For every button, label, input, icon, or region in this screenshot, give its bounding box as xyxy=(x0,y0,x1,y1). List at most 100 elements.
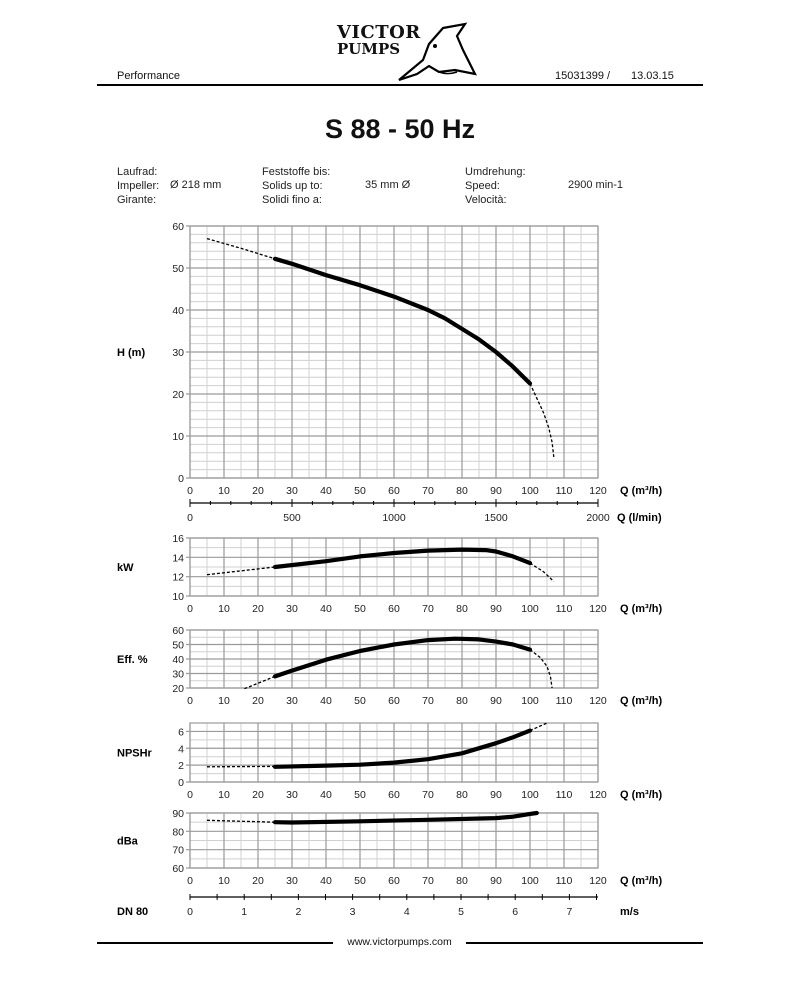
curve-operating xyxy=(272,636,533,679)
doc-date: 13.03.15 xyxy=(631,70,674,82)
velocity-tick-label: 5 xyxy=(458,906,464,918)
y-tick-label: 14 xyxy=(172,552,184,564)
x-tick-label: 20 xyxy=(252,603,264,615)
plot-frame xyxy=(189,537,599,597)
secondary-x-tick-label: 2000 xyxy=(586,512,610,524)
curve-extrapolated xyxy=(206,819,276,823)
x-tick-label: 0 xyxy=(187,603,193,615)
x-tick-label: 60 xyxy=(388,875,400,887)
x-tick-label: 20 xyxy=(252,789,264,801)
x-tick-label: 10 xyxy=(218,485,230,497)
y-axis-label: Eff. % xyxy=(117,654,148,666)
secondary-x-tick-label: 1500 xyxy=(484,512,508,524)
x-tick-label: 120 xyxy=(589,695,607,707)
velocity-tick-label: 4 xyxy=(404,906,410,918)
y-tick-label: 70 xyxy=(172,845,184,857)
curve-operating xyxy=(272,728,533,769)
x-tick-label: 100 xyxy=(521,485,539,497)
x-tick-label: 0 xyxy=(187,789,193,801)
secondary-x-tick-label: 0 xyxy=(187,512,193,524)
secondary-x-tick-label: 500 xyxy=(283,512,301,524)
logo-text-1: VICTOR xyxy=(337,22,421,43)
x-tick-label: 70 xyxy=(422,875,434,887)
y-tick-label: 30 xyxy=(172,347,184,359)
x-tick-label: 100 xyxy=(521,695,539,707)
curve-operating xyxy=(272,547,533,570)
x-tick-label: 90 xyxy=(490,603,502,615)
y-tick-label: 12 xyxy=(172,572,184,584)
y-axis-label: dBa xyxy=(117,836,139,848)
spec-label: Impeller: xyxy=(117,180,160,192)
victor-pumps-logo: VICTOR PUMPS xyxy=(325,22,485,84)
y-tick-label: 2 xyxy=(178,760,184,772)
y-axis-label: H (m) xyxy=(117,347,145,359)
y-tick-label: 20 xyxy=(172,389,184,401)
x-tick-label: 80 xyxy=(456,603,468,615)
solids-value: 35 mm Ø xyxy=(365,179,411,191)
x-tick-label: 120 xyxy=(589,789,607,801)
spec-label: Feststoffe bis: xyxy=(262,166,331,178)
y-tick-label: 50 xyxy=(172,263,184,275)
y-axis-label: NPSHr xyxy=(117,748,153,760)
y-tick-label: 6 xyxy=(178,726,184,738)
secondary-x-axis-label: Q (l/min) xyxy=(617,512,662,524)
x-tick-label: 30 xyxy=(286,485,298,497)
y-tick-label: 4 xyxy=(178,743,184,755)
velocity-tick-label: 6 xyxy=(512,906,518,918)
x-tick-label: 10 xyxy=(218,875,230,887)
curve-extrapolated xyxy=(206,566,276,576)
x-tick-label: 110 xyxy=(556,485,573,497)
y-tick-label: 60 xyxy=(172,863,184,875)
x-tick-label: 80 xyxy=(456,695,468,707)
curve-extrapolated xyxy=(529,722,548,732)
y-tick-label: 0 xyxy=(178,473,184,485)
y-tick-label: 0 xyxy=(178,777,184,789)
curve-extrapolated xyxy=(529,649,553,689)
x-tick-label: 60 xyxy=(388,603,400,615)
x-tick-label: 0 xyxy=(187,695,193,707)
x-axis-label: Q (m³/h) xyxy=(620,789,662,801)
spec-label: Laufrad: xyxy=(117,166,158,178)
x-tick-label: 50 xyxy=(354,603,366,615)
x-tick-label: 120 xyxy=(589,603,607,615)
x-tick-label: 40 xyxy=(320,603,332,615)
x-tick-label: 110 xyxy=(556,695,573,707)
y-tick-label: 16 xyxy=(172,533,184,545)
y-tick-label: 40 xyxy=(172,654,184,666)
velocity-unit-label: m/s xyxy=(620,906,639,918)
spec-label: Solidi fino a: xyxy=(262,194,322,206)
header-rule xyxy=(97,84,703,86)
page-title: S 88 - 50 Hz xyxy=(324,114,476,144)
x-tick-label: 60 xyxy=(388,695,400,707)
x-tick-label: 0 xyxy=(187,485,193,497)
spec-label: Speed: xyxy=(465,180,500,192)
x-tick-label: 30 xyxy=(286,603,298,615)
secondary-x-tick-label: 1000 xyxy=(382,512,406,524)
x-tick-label: 30 xyxy=(286,875,298,887)
x-tick-label: 50 xyxy=(354,485,366,497)
x-tick-label: 100 xyxy=(521,789,539,801)
x-tick-label: 10 xyxy=(218,789,230,801)
x-tick-label: 100 xyxy=(521,603,539,615)
x-tick-label: 60 xyxy=(388,789,400,801)
speed-labels: Umdrehung: Speed: Velocità: xyxy=(465,165,526,207)
x-tick-label: 50 xyxy=(354,875,366,887)
logo-text-2: PUMPS xyxy=(337,40,401,58)
curve-extrapolated xyxy=(206,237,276,260)
velocity-tick-label: 3 xyxy=(350,906,356,918)
x-axis-label: Q (m³/h) xyxy=(620,603,662,615)
y-tick-label: 60 xyxy=(172,625,184,637)
x-axis-label: Q (m³/h) xyxy=(620,875,662,887)
section-label: Performance xyxy=(117,70,180,82)
footer-website: www.victorpumps.com xyxy=(347,936,452,948)
x-tick-label: 30 xyxy=(286,695,298,707)
x-tick-label: 80 xyxy=(456,789,468,801)
x-axis-label: Q (m³/h) xyxy=(620,695,662,707)
x-tick-label: 10 xyxy=(218,695,230,707)
y-tick-label: 10 xyxy=(172,431,184,443)
x-tick-label: 50 xyxy=(354,789,366,801)
x-tick-label: 80 xyxy=(456,875,468,887)
curve-operating xyxy=(272,810,539,825)
x-tick-label: 70 xyxy=(422,789,434,801)
